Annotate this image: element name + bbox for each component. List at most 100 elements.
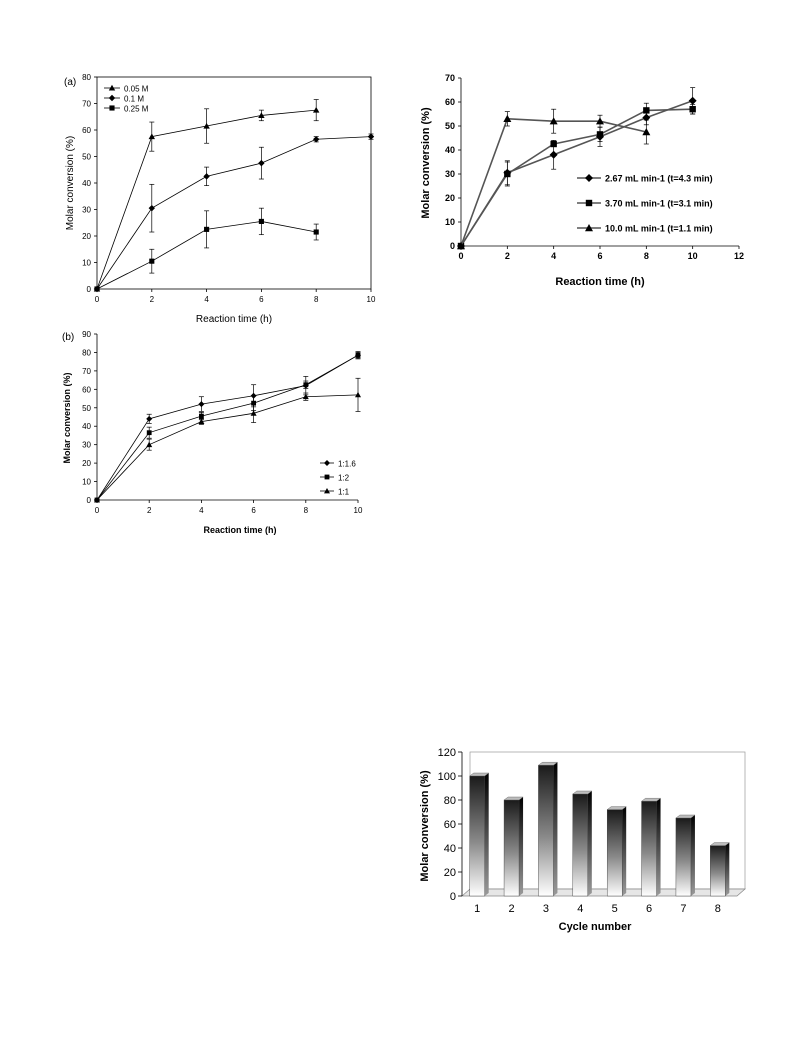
chart-cycle-bar: [606, 809, 623, 897]
chart-b-legend-marker: [324, 460, 330, 466]
chart-b-y-tick-label: 90: [82, 330, 91, 339]
chart-b-series-0: [94, 351, 361, 503]
chart-a-y-tick-label: 20: [82, 232, 91, 241]
chart-flow-y-tick-label: 10: [445, 217, 455, 227]
chart-b-series-line: [96, 354, 359, 501]
chart-flow-x-tick-label: 2: [505, 251, 510, 261]
chart-a-series-0: [93, 99, 320, 292]
chart-flow-point: [689, 106, 696, 113]
chart-a-point: [313, 229, 319, 235]
chart-cycle-y-tick-label: 40: [444, 843, 456, 855]
chart-cycle-bar-2: [503, 796, 524, 897]
chart-cycle-bar-side: [725, 842, 730, 896]
chart-b-point: [199, 413, 204, 419]
chart-a-legend-label: 0.25 M: [124, 105, 149, 114]
chart-flow-point: [596, 131, 604, 138]
chart-b-x-tick-label: 10: [354, 506, 363, 515]
chart-b-series-line: [96, 354, 359, 501]
chart-flow-legend-label: 2.67 mL min-1 (t=4.3 min): [605, 174, 713, 184]
chart-flow-x-tick-label: 0: [458, 251, 463, 261]
chart-b-point: [303, 382, 309, 388]
chart-a-series-1: [93, 133, 375, 293]
chart-cycle-bar-4: [572, 790, 593, 897]
chart-a-point: [148, 204, 155, 212]
chart-a-y-tick-label: 80: [82, 73, 91, 82]
chart-b-legend-marker: [324, 488, 330, 494]
chart-a-x-tick-label: 10: [367, 295, 376, 304]
chart-b-point: [146, 441, 153, 448]
chart-a-x-tick-label: 8: [314, 295, 319, 304]
chart-cycle-x-tick-label: 7: [680, 903, 686, 915]
chart-b-panel-label: (b): [62, 332, 74, 343]
chart-flow-point: [504, 170, 511, 178]
chart-cycle-bar-8: [709, 842, 730, 897]
chart-b-y-tick-label: 30: [82, 441, 91, 450]
chart-b-ylabel: Molar conversion (%): [62, 372, 72, 463]
chart-a-point: [258, 218, 264, 224]
chart-cycle-x-tick-label: 8: [715, 903, 721, 915]
chart-a-legend: 0.05 M0.1 M0.25 M: [104, 85, 149, 114]
chart-flow-xlabel: Reaction time (h): [555, 276, 645, 288]
chart-flow-series-2: [457, 108, 651, 250]
chart-a-y-tick-label: 50: [82, 153, 91, 162]
chart-b-x-tick-label: 4: [199, 506, 204, 515]
chart-cycle-bar-7: [675, 814, 696, 897]
chart-cycle-y-tick-label: 120: [438, 747, 456, 759]
chart-cycle-y-tick-label: 0: [450, 891, 456, 903]
chart-cycle-bar-1: [469, 772, 490, 897]
chart-flow-point: [457, 242, 465, 250]
chart-cycle-ylabel: Molar conversion (%): [419, 770, 431, 882]
chart-a-y-tick-label: 10: [82, 259, 91, 268]
chart-a-y-tick-label: 40: [82, 179, 91, 188]
chart-a-point: [203, 122, 210, 129]
chart-cycle-y-tick-label: 60: [444, 819, 456, 831]
chart-flow-point: [549, 117, 558, 125]
chart-flow-legend-marker: [585, 199, 593, 207]
chart-cycle-xlabel: Cycle number: [559, 921, 632, 933]
chart-flow-y-tick-label: 60: [445, 97, 455, 107]
chart-b-y-tick-label: 40: [82, 422, 91, 431]
chart-a-concentration: (a) Reaction time (h) Molar conversion (…: [64, 73, 376, 325]
chart-flow-x-tick-label: 10: [688, 251, 698, 261]
chart-b-legend-label: 1:2: [338, 474, 350, 483]
chart-b-point: [198, 418, 205, 425]
chart-cycle-y-tick-label: 20: [444, 867, 456, 879]
chart-flow-point: [503, 114, 512, 122]
chart-b-molar-ratio: (b) Reaction time (h) Molar conversion (…: [62, 330, 363, 535]
chart-a-point: [258, 159, 265, 167]
chart-b-point: [146, 415, 153, 422]
chart-a-legend-marker: [109, 105, 115, 111]
chart-b-point: [198, 401, 205, 408]
chart-a-point: [94, 286, 100, 292]
chart-cycle-bar-side: [656, 798, 661, 896]
chart-cycle-bar-top: [537, 762, 559, 766]
chart-a-x-tick-label: 4: [204, 295, 209, 304]
chart-b-legend-label: 1:1.6: [338, 460, 356, 469]
chart-flow-x-tick-label: 12: [734, 251, 744, 261]
chart-cycle-x-tick-label: 5: [612, 903, 618, 915]
chart-b-series-line: [96, 394, 359, 501]
chart-cycle-bar-side: [553, 762, 558, 896]
chart-cycle-bar-5: [606, 806, 627, 897]
chart-a-ylabel: Molar conversion (%): [65, 136, 76, 230]
chart-b-point: [355, 352, 361, 358]
chart-cycle-bar-side: [519, 797, 524, 896]
chart-cycle-bar-side: [690, 815, 695, 896]
chart-a-legend-marker: [108, 84, 116, 91]
chart-cycle-y-tick-label: 100: [438, 771, 456, 783]
chart-flow-point: [549, 150, 558, 159]
chart-a-y-tick-label: 0: [87, 285, 92, 294]
chart-b-x-tick-label: 0: [95, 506, 100, 515]
chart-flow-point: [596, 117, 604, 125]
chart-flow-x-tick-label: 6: [597, 251, 602, 261]
chart-flow-rate: Reaction time (h) Molar conversion (%) 0…: [420, 73, 744, 288]
chart-cycle-bar-top: [503, 796, 524, 801]
chart-cycle-bar: [710, 845, 726, 897]
chart-a-xlabel: Reaction time (h): [196, 314, 272, 325]
chart-flow-x-tick-label: 4: [551, 251, 556, 261]
chart-cycle-bar: [503, 799, 520, 897]
chart-a-series-2: [94, 207, 319, 292]
chart-cycle-bar-6: [640, 798, 662, 897]
chart-a-point: [204, 226, 210, 232]
chart-a-y-tick-label: 70: [82, 100, 91, 109]
